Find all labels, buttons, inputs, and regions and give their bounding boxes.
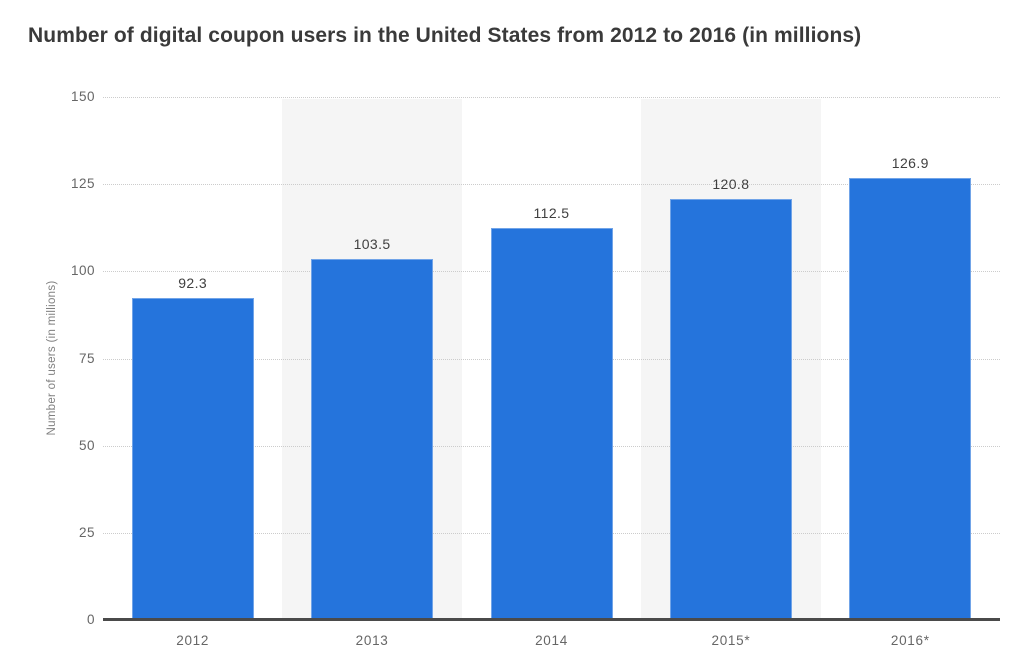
x-axis-line (103, 618, 1000, 621)
x-axis-label: 2015* (711, 633, 751, 648)
y-tick-label: 100 (70, 263, 95, 279)
bar-value-label: 112.5 (533, 204, 570, 221)
bar-value-label: 103.5 (353, 236, 391, 253)
bar-value-label: 92.3 (178, 275, 208, 292)
bar-value-label: 120.8 (712, 175, 750, 192)
grid-line (103, 97, 1000, 98)
y-tick-label: 125 (70, 176, 95, 192)
bar (669, 198, 792, 620)
grid-line (103, 184, 1000, 186)
y-tick-label: 75 (78, 350, 95, 366)
x-axis-label: 2013 (355, 633, 389, 648)
bar (311, 259, 434, 620)
y-tick-label: 50 (78, 437, 95, 453)
x-axis-label: 2012 (176, 633, 210, 648)
x-axis-label: 2014 (535, 633, 568, 648)
bar (131, 298, 254, 620)
bar (849, 177, 972, 620)
chart-title: Number of digital coupon users in the Un… (28, 24, 862, 47)
y-tick-label: 0 (86, 612, 95, 627)
bar (490, 227, 613, 620)
bar-value-label: 126.9 (891, 154, 929, 171)
x-axis-label: 2016* (890, 633, 930, 648)
y-tick-label: 25 (78, 524, 95, 540)
y-tick-label: 150 (70, 89, 95, 104)
plot-area: 0 25 50 75 100 125 150 92.3 2012 103.5 2013 112.5 20… (71, 89, 1000, 648)
